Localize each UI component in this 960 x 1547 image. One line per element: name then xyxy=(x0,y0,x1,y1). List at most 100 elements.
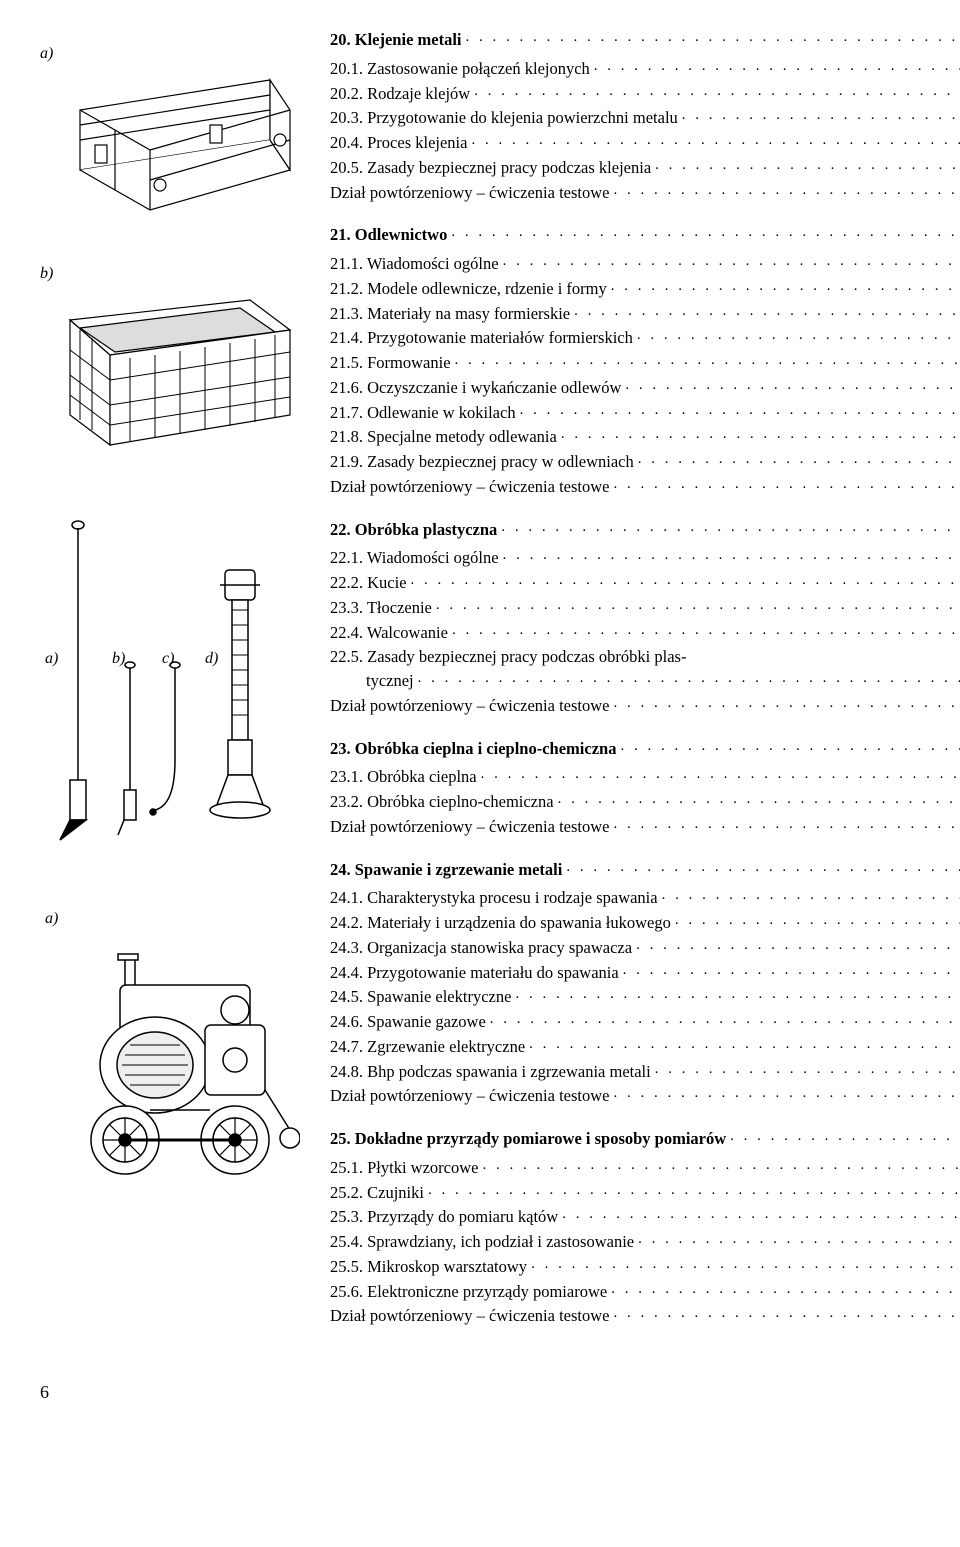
toc-entry-label: 20.5. Zasady bezpiecznej pracy podczas k… xyxy=(330,156,655,180)
toc-entry-label: 20.3. Przygotowanie do klejenia powierzc… xyxy=(330,106,682,130)
toc-entry: 24.6. Spawanie gazowe207 xyxy=(330,1010,960,1035)
illus-label-a3: a) xyxy=(45,910,58,928)
toc-section: 25. Dokładne przyrządy pomiarowe i sposo… xyxy=(330,1127,960,1329)
illus-label-c2: c) xyxy=(162,650,174,668)
toc-entry: 22.5. Zasady bezpiecznej pracy podczas o… xyxy=(330,645,960,669)
toc-entry-label: 21.5. Formowanie xyxy=(330,351,455,375)
toc-entry-label: 21.6. Oczyszczanie i wykańczanie odlewów xyxy=(330,376,625,400)
toc-leaders xyxy=(613,814,960,836)
toc-leaders xyxy=(623,960,960,982)
toc-entries: 21.1. Wiadomości ogólne16621.2. Modele o… xyxy=(330,252,960,500)
toc-leaders xyxy=(574,301,960,323)
toc-entry: 25.6. Elektroniczne przyrządy pomiarowe2… xyxy=(330,1280,960,1305)
toc-leaders xyxy=(418,668,960,690)
toc-entry: 20.2. Rodzaje klejów163 xyxy=(330,82,960,107)
toc-leaders xyxy=(625,375,960,397)
toc-entry-label: 24.3. Organizacja stanowiska pracy spawa… xyxy=(330,936,636,960)
toc-section-title: 21. Odlewnictwo166 xyxy=(330,223,960,248)
toc-leaders xyxy=(613,474,960,496)
toc-entry-label: 24.6. Spawanie gazowe xyxy=(330,1010,490,1034)
toc-entry-label: 25.5. Mikroskop warsztatowy xyxy=(330,1255,531,1279)
toc-section-label: 23. Obróbka cieplna i cieplno-chemiczna xyxy=(330,737,620,761)
illus-label-a2: a) xyxy=(45,650,58,668)
toc-entry-label: Dział powtórzeniowy – ćwiczenia testowe xyxy=(330,694,613,718)
toc-entry-label: 21.9. Zasady bezpiecznej pracy w odlewni… xyxy=(330,450,638,474)
toc-section-title: 25. Dokładne przyrządy pomiarowe i sposo… xyxy=(330,1127,960,1152)
toc-entry: 25.3. Przyrządy do pomiaru kątów218 xyxy=(330,1205,960,1230)
toc-entry-label: 20.2. Rodzaje klejów xyxy=(330,82,474,106)
toc-entry-label: 25.1. Płytki wzorcowe xyxy=(330,1156,482,1180)
toc-entry: 21.6. Oczyszczanie i wykańczanie odlewów… xyxy=(330,376,960,401)
toc-leaders xyxy=(682,105,960,127)
toc-entry-label: 24.2. Materiały i urządzenia do spawania… xyxy=(330,911,675,935)
toc-entries: 23.1. Obróbka cieplna19023.2. Obróbka ci… xyxy=(330,765,960,839)
toc-entry: tycznej189 xyxy=(330,669,960,694)
toc-entry: Dział powtórzeniowy – ćwiczenia testowe1… xyxy=(330,694,960,719)
toc-section-title: 24. Spawanie i zgrzewanie metali198 xyxy=(330,858,960,883)
toc-entry: 24.1. Charakterystyka procesu i rodzaje … xyxy=(330,886,960,911)
illus-label-d2: d) xyxy=(205,650,218,668)
toc-entry: 24.8. Bhp podczas spawania i zgrzewania … xyxy=(330,1060,960,1085)
toc-entry: 22.1. Wiadomości ogólne177 xyxy=(330,546,960,571)
page-number: 6 xyxy=(40,1382,920,1403)
toc-entry-label: 24.8. Bhp podczas spawania i zgrzewania … xyxy=(330,1060,655,1084)
toc-leaders xyxy=(411,570,960,592)
toc-leaders xyxy=(637,325,960,347)
illustration-a-box: a) xyxy=(40,20,300,240)
toc-entry-label: 20.1. Zastosowanie połączeń klejonych xyxy=(330,57,594,81)
toc-leaders xyxy=(482,1155,960,1177)
toc-leaders xyxy=(613,1083,960,1105)
toc-entry: Dział powtórzeniowy – ćwiczenia testowe2… xyxy=(330,1304,960,1329)
toc-leaders xyxy=(474,81,960,103)
box-frame-svg xyxy=(40,20,300,240)
toc-entry-label: 21.8. Specjalne metody odlewania xyxy=(330,425,561,449)
toc-entry: 21.9. Zasady bezpiecznej pracy w odlewni… xyxy=(330,450,960,475)
illus-label-b2: b) xyxy=(112,650,125,668)
toc-leaders xyxy=(451,222,960,244)
toc-entry: 25.1. Płytki wzorcowe215 xyxy=(330,1156,960,1181)
toc-entry-label: tycznej xyxy=(330,669,418,693)
toc-entry-label: 21.4. Przygotowanie materiałów formiersk… xyxy=(330,326,637,350)
toc-entry: 23.2. Obróbka cieplno-chemiczna197 xyxy=(330,790,960,815)
toc-entry: Dział powtórzeniowy – ćwiczenia testowe1… xyxy=(330,475,960,500)
toc-entry-label: 25.3. Przyrządy do pomiaru kątów xyxy=(330,1205,562,1229)
toc-entry-label: 25.4. Sprawdziany, ich podział i zastoso… xyxy=(330,1230,638,1254)
toc-leaders xyxy=(611,1279,960,1301)
toc-leaders xyxy=(490,1009,960,1031)
illus-label-b1: b) xyxy=(40,265,53,283)
toc-section: 24. Spawanie i zgrzewanie metali198 24.1.… xyxy=(330,858,960,1110)
toc-entry: 21.8. Specjalne metody odlewania176 xyxy=(330,425,960,450)
toc-leaders xyxy=(428,1180,960,1202)
toc-entry: 23.1. Obróbka cieplna190 xyxy=(330,765,960,790)
toc-entries: 20.1. Zastosowanie połączeń klejonych162… xyxy=(330,57,960,206)
toc-leaders xyxy=(520,400,960,422)
toc-leaders xyxy=(466,27,960,49)
toc-entry: Dział powtórzeniowy – ćwiczenia testowe2… xyxy=(330,1084,960,1109)
toc-leaders xyxy=(662,885,960,907)
illustration-tools: a) b) c) d) xyxy=(40,510,300,850)
toc-leaders xyxy=(501,517,960,539)
toc-entry-label: Dział powtórzeniowy – ćwiczenia testowe xyxy=(330,815,613,839)
toc-entry: 21.4. Przygotowanie materiałów formiersk… xyxy=(330,326,960,351)
toc-leaders xyxy=(613,1303,960,1325)
toc-entry-label: 22.1. Wiadomości ogólne xyxy=(330,546,503,570)
toc-entry: 21.7. Odlewanie w kokilach175 xyxy=(330,401,960,426)
toc-leaders xyxy=(638,449,960,471)
crate-svg xyxy=(40,260,300,460)
toc-section-label: 22. Obróbka plastyczna xyxy=(330,518,501,542)
toc-leaders xyxy=(531,1254,960,1276)
toc-entry: 24.3. Organizacja stanowiska pracy spawa… xyxy=(330,936,960,961)
toc-entry: 20.5. Zasady bezpiecznej pracy podczas k… xyxy=(330,156,960,181)
toc-entry-label: 24.5. Spawanie elektryczne xyxy=(330,985,515,1009)
toc-leaders xyxy=(611,276,960,298)
toc-entry-label: 21.2. Modele odlewnicze, rdzenie i formy xyxy=(330,277,611,301)
toc-entry-label: 22.4. Walcowanie xyxy=(330,621,452,645)
toc-entry-label: Dział powtórzeniowy – ćwiczenia testowe xyxy=(330,1304,613,1328)
illustrations-column: a) xyxy=(40,20,300,1347)
toc-entry: 24.7. Zgrzewanie elektryczne212 xyxy=(330,1035,960,1060)
toc-entry-label: Dział powtórzeniowy – ćwiczenia testowe xyxy=(330,475,613,499)
toc-entry: Dział powtórzeniowy – ćwiczenia testowe1… xyxy=(330,815,960,840)
toc-entry: 24.2. Materiały i urządzenia do spawania… xyxy=(330,911,960,936)
toc-section-title: 22. Obróbka plastyczna177 xyxy=(330,518,960,543)
illustration-b-crate: b) xyxy=(40,260,300,460)
